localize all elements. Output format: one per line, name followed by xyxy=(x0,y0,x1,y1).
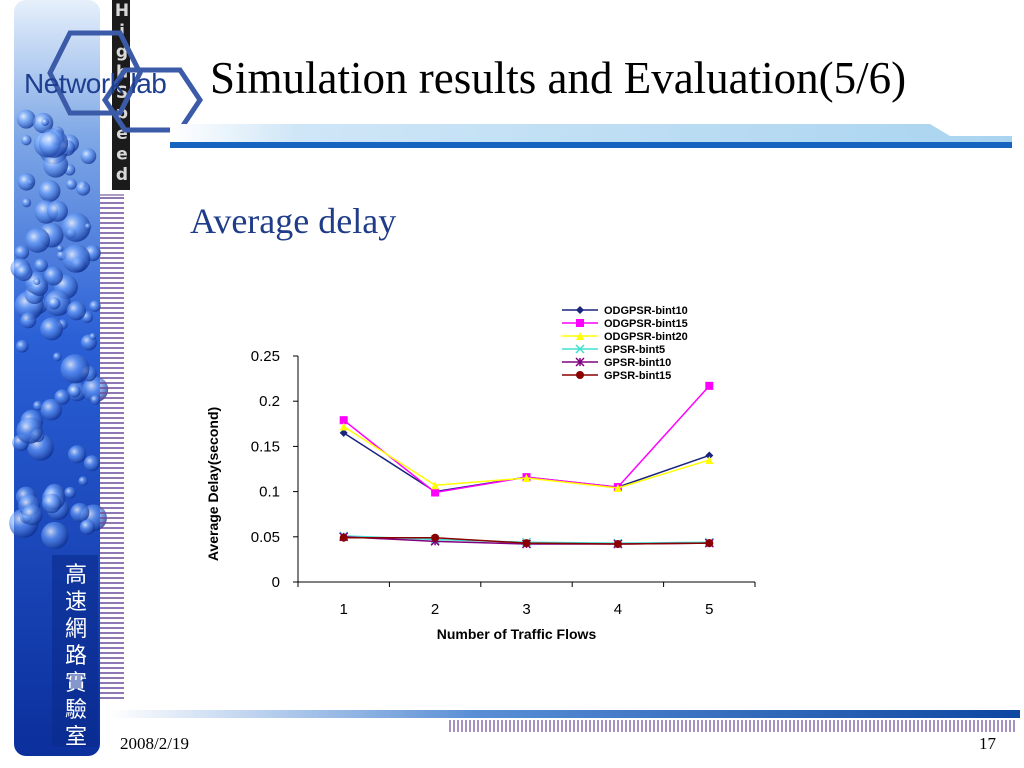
x-tick-label: 4 xyxy=(614,601,622,618)
data-point xyxy=(575,357,585,367)
legend-item: GPSR-bint10 xyxy=(562,357,671,369)
slide-subtitle: Average delay xyxy=(190,201,397,241)
lab-name-char: 網 xyxy=(64,617,87,642)
average-delay-chart: 0 0.05 0.1 0.15 0.2 0.25 1 2 3 4 5 Number of Traffi… xyxy=(205,305,756,642)
legend-label: GPSR-bint10 xyxy=(604,357,671,369)
legend-item: ODGPSR-bint15 xyxy=(562,318,688,330)
data-point xyxy=(576,371,584,379)
title-underline-bar xyxy=(170,124,1012,148)
legend-label: ODGPSR-bint20 xyxy=(604,331,688,343)
x-tick-label: 1 xyxy=(340,601,348,618)
data-point xyxy=(339,422,348,431)
data-point xyxy=(576,332,584,340)
legend-label: GPSR-bint15 xyxy=(604,370,671,382)
x-tick-label: 3 xyxy=(522,601,530,618)
data-point xyxy=(339,533,348,542)
x-tick-label: 5 xyxy=(705,601,713,618)
y-axis-label: Average Delay(second) xyxy=(205,407,221,561)
logo-text: Network lab xyxy=(24,68,167,99)
y-tick-label: 0.15 xyxy=(251,438,280,455)
lab-name-char: 高 xyxy=(64,563,87,588)
sidebar-bubbles-graphic xyxy=(9,0,124,756)
data-point xyxy=(339,416,348,425)
svg-text:d: d xyxy=(116,165,128,185)
data-point xyxy=(613,540,622,549)
legend-item: ODGPSR-bint20 xyxy=(562,331,688,343)
data-point xyxy=(575,344,585,354)
data-point xyxy=(431,533,440,542)
legend-label: ODGPSR-bint10 xyxy=(604,305,688,317)
legend-label: GPSR-bint5 xyxy=(604,344,665,356)
x-axis-label: Number of Traffic Flows xyxy=(437,626,597,642)
data-point xyxy=(522,539,531,548)
legend-label: ODGPSR-bint15 xyxy=(604,318,688,330)
y-tick-label: 0.25 xyxy=(251,348,280,365)
lab-name: 高 速 網 路 實 驗 室 xyxy=(58,562,94,751)
svg-text:e: e xyxy=(116,145,128,165)
data-point xyxy=(705,451,714,460)
y-tick-label: 0 xyxy=(272,574,280,591)
chart-axes: 0 0.05 0.1 0.15 0.2 0.25 1 2 3 4 5 xyxy=(251,348,756,618)
data-point xyxy=(576,319,584,327)
series-odgpsr-bint20 xyxy=(339,422,714,492)
data-point xyxy=(339,428,348,437)
y-tick-label: 0.2 xyxy=(259,393,280,410)
lab-name-char: 速 xyxy=(64,590,87,615)
series-gpsr-bint15 xyxy=(339,533,714,549)
data-point xyxy=(522,474,531,483)
data-point xyxy=(705,455,714,464)
x-tick-label: 2 xyxy=(431,601,439,618)
lab-name-char: 室 xyxy=(64,725,87,750)
lab-name-char: 實 xyxy=(64,671,87,696)
y-tick-label: 0.05 xyxy=(251,529,280,546)
legend-item: GPSR-bint15 xyxy=(562,370,671,382)
y-tick-label: 0.1 xyxy=(259,484,280,501)
footer-date: 2008/2/19 xyxy=(120,734,189,753)
footer-bar xyxy=(110,710,1020,732)
data-point xyxy=(613,483,622,492)
svg-text:H: H xyxy=(115,1,129,21)
lab-name-char: 路 xyxy=(64,644,87,669)
chart-legend: ODGPSR-bint10ODGPSR-bint15ODGPSR-bint20G… xyxy=(562,305,688,382)
data-point xyxy=(705,381,714,390)
legend-item: ODGPSR-bint10 xyxy=(562,305,688,317)
data-point xyxy=(431,481,440,490)
data-point xyxy=(431,488,440,497)
svg-text:e: e xyxy=(116,124,128,144)
slide-title: Simulation results and Evaluation(5/6) xyxy=(210,53,907,103)
lab-name-char: 驗 xyxy=(64,698,87,723)
legend-item: GPSR-bint5 xyxy=(562,344,665,356)
data-point xyxy=(576,306,584,314)
page-number: 17 xyxy=(979,734,996,753)
data-point xyxy=(705,539,714,548)
